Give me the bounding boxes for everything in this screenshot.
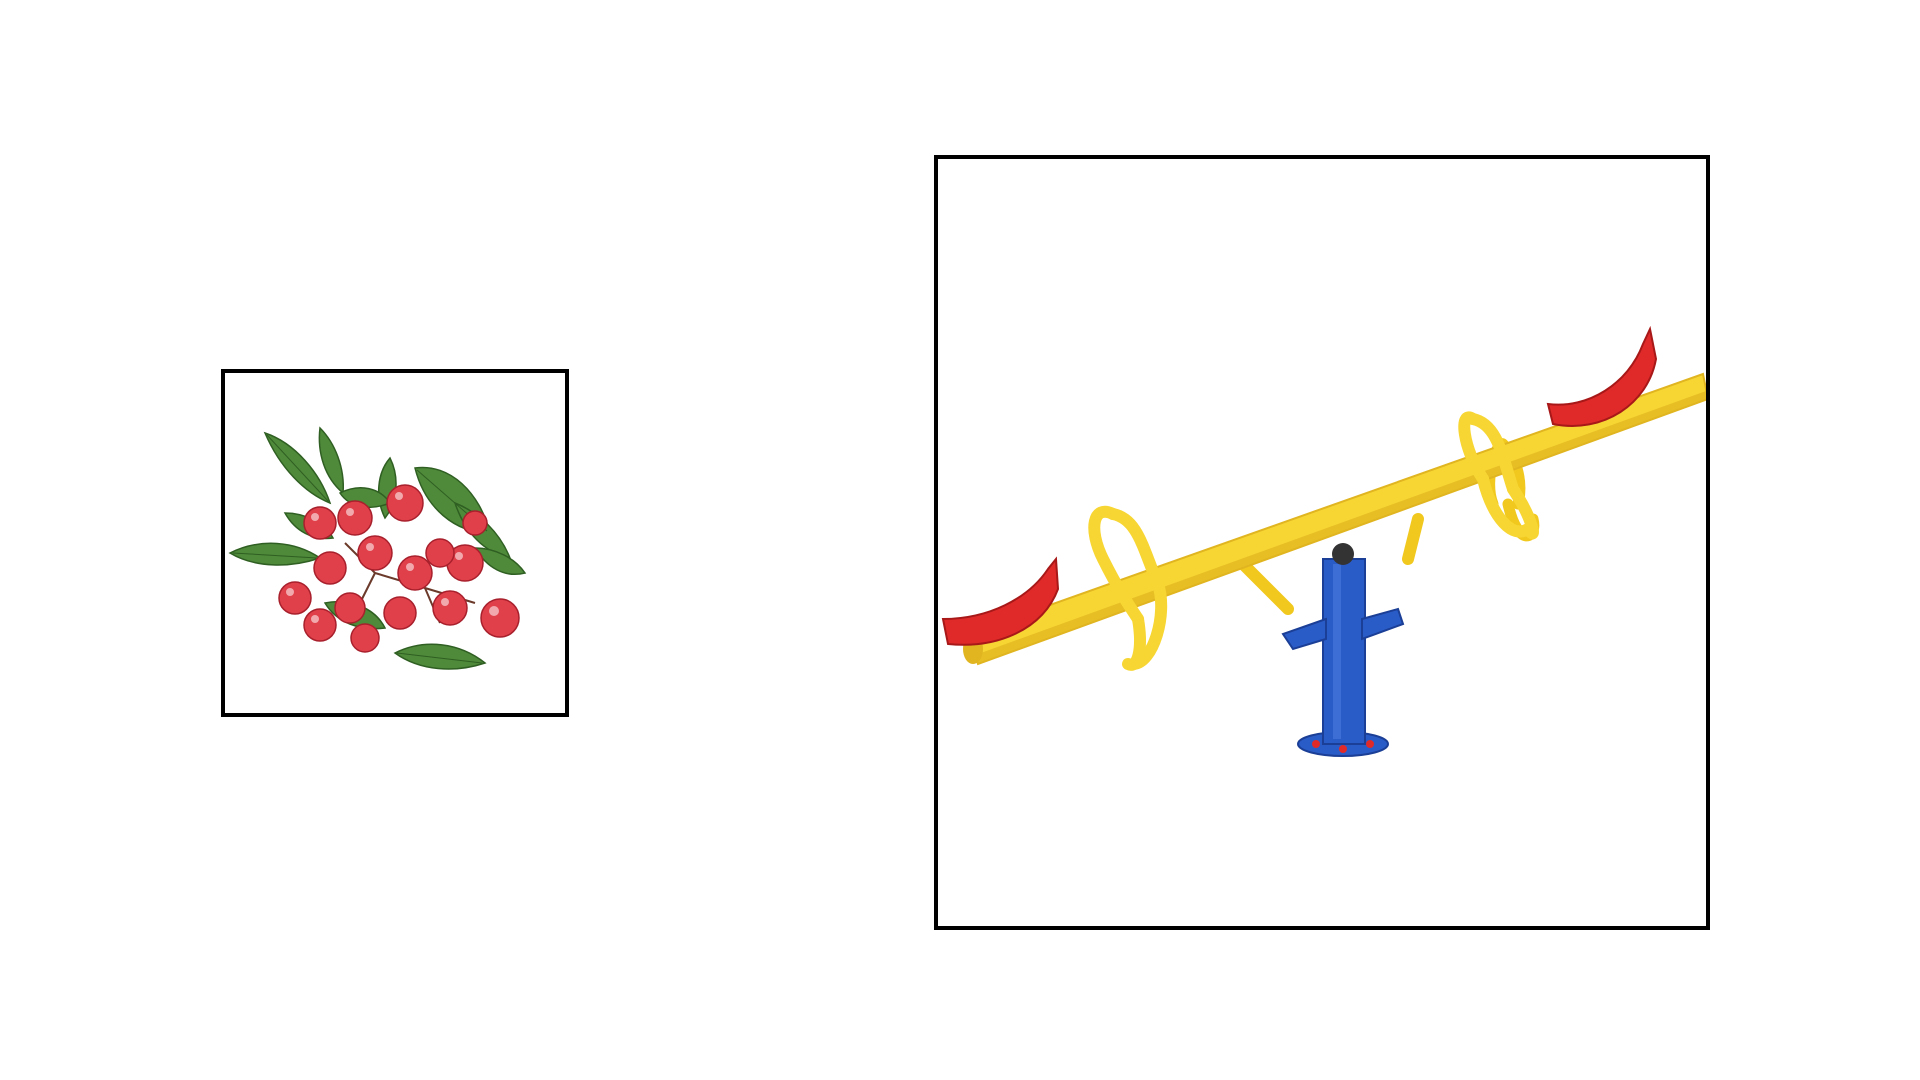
berries-cluster-icon [225, 373, 565, 713]
right-image-frame [934, 155, 1710, 930]
left-image-frame [221, 369, 569, 717]
seesaw-icon [938, 159, 1706, 926]
